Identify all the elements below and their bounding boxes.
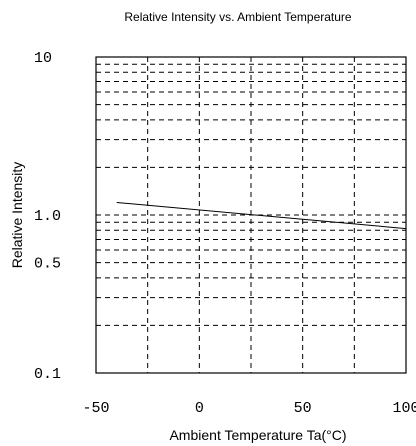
y-axis-label: Relative Intensity [9,162,25,269]
tick-labels: -50 0 50 100 10 1.0 0.5 0.1 [34,50,416,417]
series-line-0 [116,202,407,230]
x-axis-label: Ambient Temperature Ta(°C) [169,427,346,443]
x-tick-label-2: 50 [294,400,312,417]
y-tick-label-2: 0.5 [34,256,61,273]
y-tick-label-3: 0.1 [34,366,61,383]
series-layer [116,202,407,230]
y-tick-label-1: 1.0 [34,208,61,225]
y-tick-label-0: 10 [34,50,52,67]
x-tick-label-3: 100 [392,400,416,417]
x-tick-label-0: -50 [82,400,109,417]
chart-title: Relative Intensity vs. Ambient Temperatu… [124,10,352,24]
x-tick-label-1: 0 [195,400,204,417]
plot-frame [95,56,407,374]
